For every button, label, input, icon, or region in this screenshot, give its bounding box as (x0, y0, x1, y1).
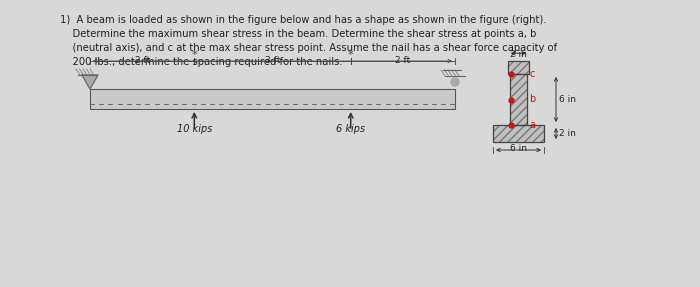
Text: *: * (192, 50, 197, 60)
Text: 2 in: 2 in (510, 50, 527, 59)
Polygon shape (82, 75, 98, 89)
Text: 6 in: 6 in (510, 144, 527, 153)
Text: 10 kips: 10 kips (176, 124, 212, 134)
Bar (90, 89, 455, 109)
Text: b: b (529, 94, 536, 104)
Text: 6 in: 6 in (559, 95, 576, 104)
Text: (neutral axis), and c at the max shear stress point. Assume the nail has a shear: (neutral axis), and c at the max shear s… (60, 43, 557, 53)
Text: a: a (529, 120, 535, 130)
Bar (493, 125, 544, 142)
Bar (508, 61, 529, 74)
Text: 3 ft: 3 ft (265, 56, 280, 65)
Text: 1)  A beam is loaded as shown in the figure below and has a shape as shown in th: 1) A beam is loaded as shown in the figu… (60, 15, 547, 25)
Bar (510, 74, 527, 125)
Text: c: c (529, 69, 534, 79)
Text: 6 kips: 6 kips (336, 124, 365, 134)
Circle shape (451, 78, 459, 86)
Bar (508, 61, 529, 74)
Text: 2 ft: 2 ft (134, 56, 150, 65)
Text: 2 ft: 2 ft (395, 56, 410, 65)
Bar (510, 74, 527, 125)
Text: Determine the maximum shear stress in the beam. Determine the shear stress at po: Determine the maximum shear stress in th… (60, 29, 536, 39)
Text: 200 lbs., determine the spacing required for the nails.: 200 lbs., determine the spacing required… (60, 57, 342, 67)
Text: 2 in: 2 in (559, 129, 576, 138)
Bar (493, 125, 544, 142)
Text: *: * (348, 50, 354, 60)
